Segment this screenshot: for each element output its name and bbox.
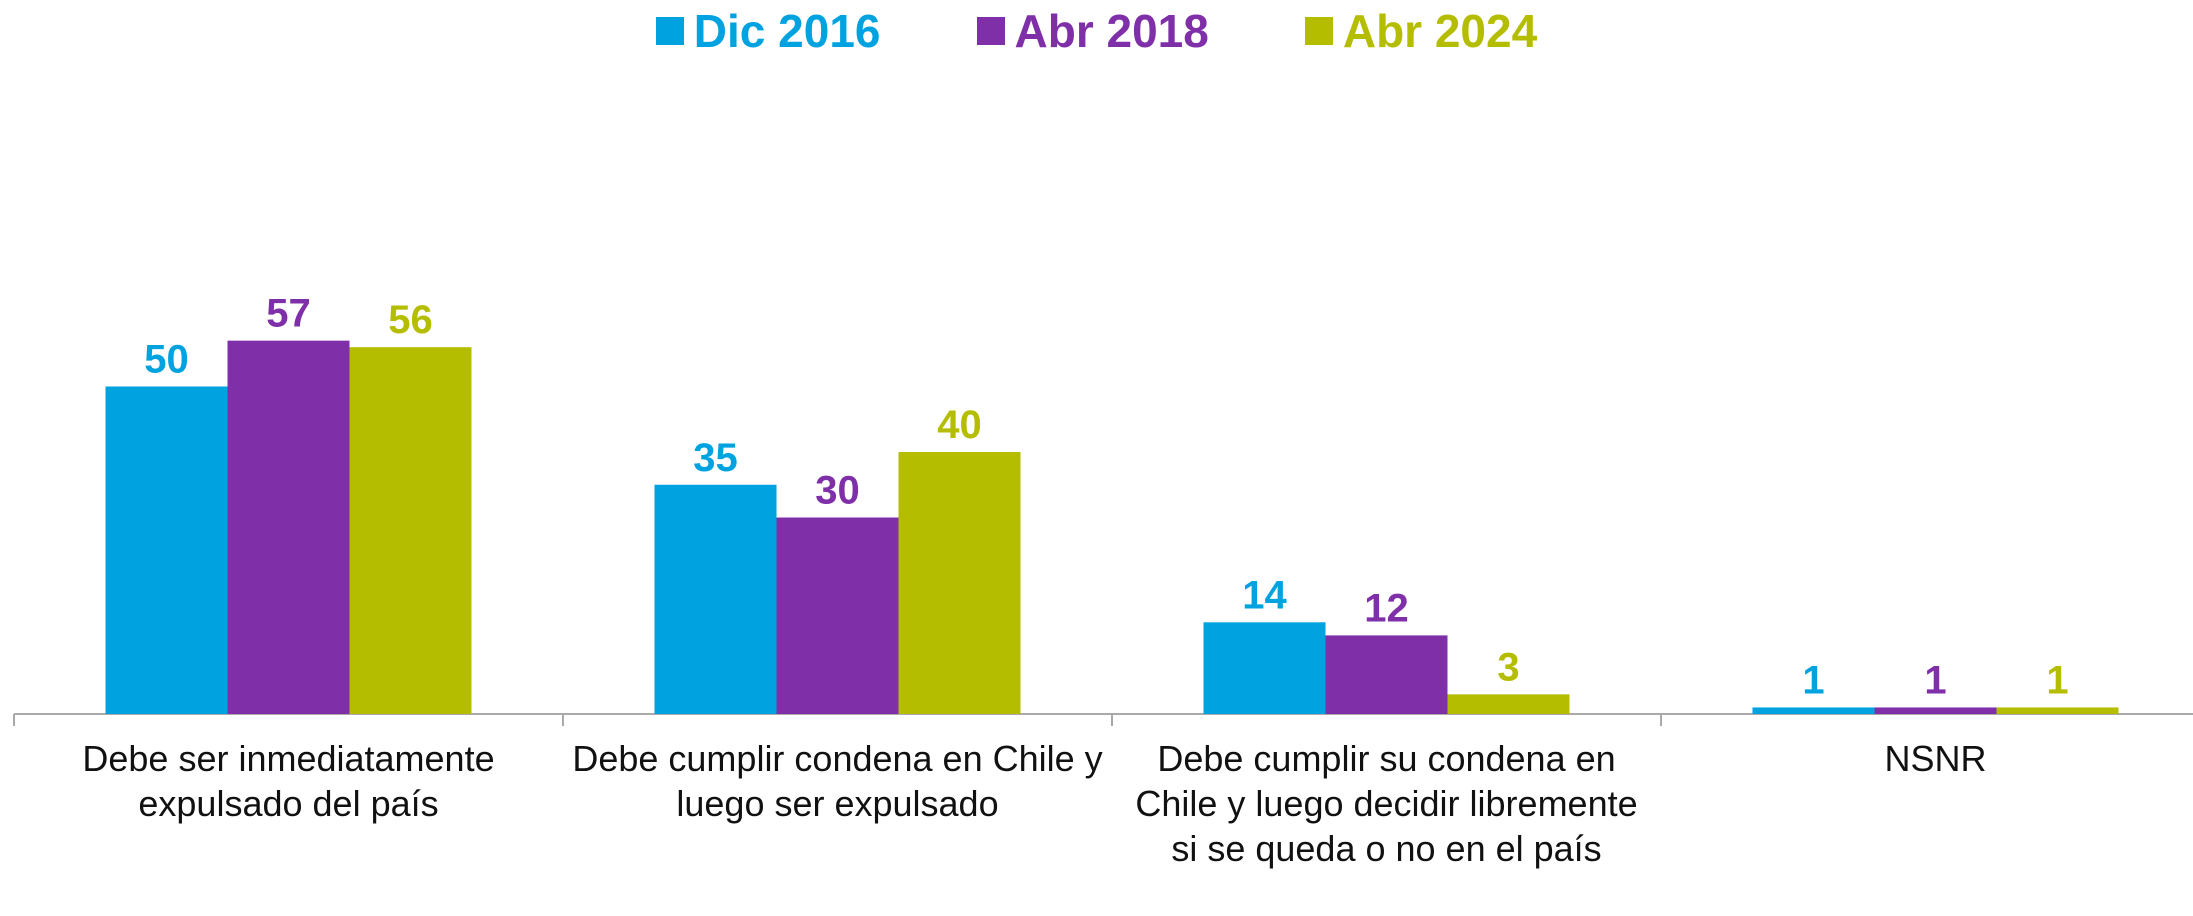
data-label: 57	[266, 292, 311, 336]
legend-swatch	[655, 17, 684, 45]
bar	[1447, 694, 1570, 714]
bar	[654, 484, 777, 714]
x-tick-label: Debe cumplir su condena en Chile y luego…	[1135, 738, 1638, 869]
data-label: 3	[1497, 645, 1519, 689]
data-label: 1	[1802, 658, 1824, 702]
legend-swatch	[1304, 17, 1333, 45]
bar	[898, 452, 1021, 714]
data-label: 1	[1924, 658, 1946, 702]
x-tick-label: Debe cumplir condena en Chile y luego se…	[572, 738, 1103, 824]
legend-item: Dic 2016	[655, 4, 881, 58]
data-label: 12	[1364, 586, 1409, 630]
data-label: 35	[693, 436, 738, 480]
data-label: 50	[144, 338, 189, 382]
legend-item: Abr 2024	[1304, 4, 1538, 58]
legend-label: Abr 2024	[1342, 5, 1538, 57]
bar	[1325, 635, 1448, 714]
bar	[349, 347, 472, 714]
legend-label: Abr 2018	[1014, 5, 1209, 57]
bar	[1874, 707, 1997, 714]
x-tick-label: Debe ser inmediatamente expulsado del pa…	[82, 738, 495, 824]
legend-label: Dic 2016	[693, 5, 881, 57]
data-label: 30	[815, 469, 860, 513]
legend: Dic 2016 Abr 2018 Abr 2024	[0, 4, 2193, 58]
data-label: 40	[937, 403, 982, 447]
legend-item: Abr 2018	[976, 4, 1209, 58]
data-label: 1	[2046, 658, 2068, 702]
bar	[227, 340, 350, 714]
x-tick-label: NSNR	[1884, 738, 1987, 779]
data-label: 56	[388, 298, 433, 342]
bar	[1996, 707, 2119, 714]
bar	[105, 386, 228, 714]
bar	[1203, 622, 1326, 714]
data-label: 14	[1242, 573, 1287, 617]
bar	[776, 517, 899, 714]
bar	[1752, 707, 1875, 714]
legend-swatch	[976, 17, 1005, 45]
